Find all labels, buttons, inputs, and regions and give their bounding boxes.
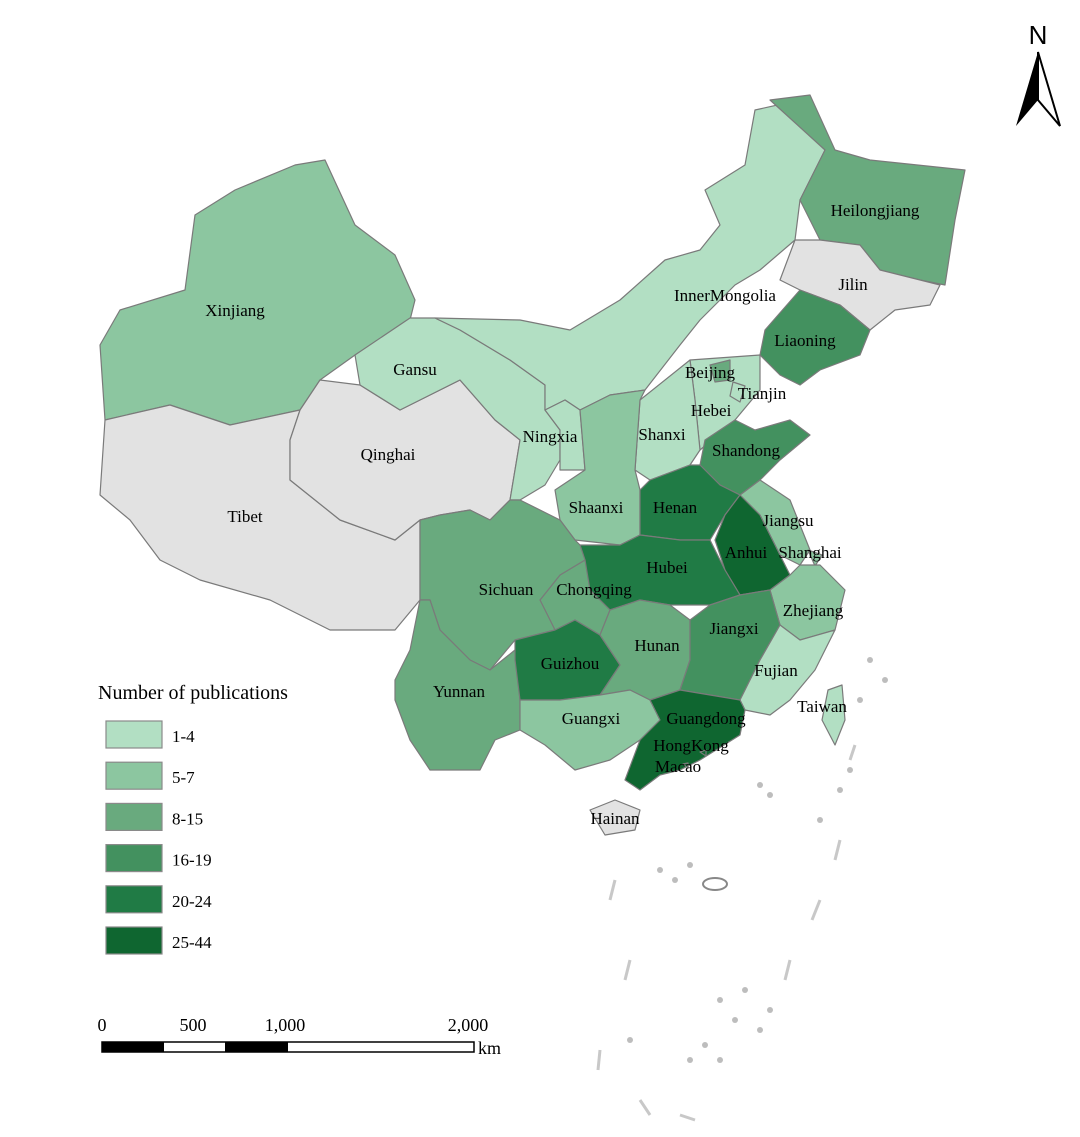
legend-swatch — [105, 802, 163, 832]
legend-label: 25-44 — [172, 933, 212, 952]
region-label-heilongjiang: Heilongjiang — [831, 201, 920, 220]
scale-bar: 0 500 1,000 2,000 km — [98, 1015, 502, 1058]
legend-swatch — [105, 926, 163, 955]
region-label-shaanxi: Shaanxi — [569, 498, 624, 517]
region-label-taiwan: Taiwan — [797, 697, 847, 716]
scale-tick-label: 1,000 — [265, 1015, 306, 1035]
region-label-shanghai: Shanghai — [778, 543, 842, 562]
region-label-macao: Macao — [655, 757, 701, 776]
legend-title: Number of publications — [98, 682, 288, 704]
legend-swatch — [105, 843, 163, 873]
legend-label: 16-19 — [172, 851, 212, 870]
region-label-ningxia: Ningxia — [523, 427, 578, 446]
region-label-beijing: Beijing — [685, 363, 736, 382]
region-label-guangxi: Guangxi — [562, 709, 621, 728]
region-label-xinjiang: Xinjiang — [205, 301, 265, 320]
region-label-shanxi: Shanxi — [638, 425, 686, 444]
legend-swatch — [105, 720, 163, 749]
region-label-guizhou: Guizhou — [541, 654, 600, 673]
region-hongkong — [699, 749, 707, 757]
legend: Number of publications 1-4 5-7 8-15 16-19 20-… — [98, 682, 288, 955]
region-label-qinghai: Qinghai — [361, 445, 416, 464]
region-label-henan: Henan — [653, 498, 698, 517]
region-shanxi — [634, 359, 701, 481]
scale-tick-label: 0 — [98, 1015, 107, 1035]
svg-text:N: N — [1029, 20, 1048, 50]
region-label-zhejiang: Zhejiang — [783, 601, 844, 620]
scale-tick-label: 2,000 — [448, 1015, 489, 1035]
region-taiwan — [821, 684, 846, 746]
scale-tick-label: 500 — [180, 1015, 207, 1035]
region-yunnan — [394, 599, 521, 771]
scale-unit: km — [478, 1038, 501, 1058]
region-liaoning — [759, 289, 871, 386]
region-label-hubei: Hubei — [646, 558, 688, 577]
legend-swatch — [105, 761, 163, 790]
region-beijing — [709, 359, 731, 383]
north-arrow-icon: N — [1016, 20, 1061, 127]
region-label-guangdong: Guangdong — [666, 709, 746, 728]
region-label-innermongolia: InnerMongolia — [674, 286, 776, 305]
region-tianjin — [729, 381, 746, 403]
legend-label: 20-24 — [172, 892, 212, 911]
region-label-tianjin: Tianjin — [738, 384, 787, 403]
region-label-yunnan: Yunnan — [433, 682, 485, 701]
region-label-hongkong: HongKong — [653, 736, 729, 755]
region-label-hainan: Hainan — [590, 809, 640, 828]
region-label-fujian: Fujian — [754, 661, 798, 680]
region-label-hebei: Hebei — [691, 401, 732, 420]
region-jilin — [779, 239, 941, 331]
region-label-anhui: Anhui — [725, 543, 768, 562]
south-china-sea-islands — [596, 657, 888, 1122]
region-shanghai — [807, 549, 823, 567]
legend-label: 1-4 — [172, 727, 195, 746]
region-guangdong — [624, 689, 746, 791]
region-label-shandong: Shandong — [712, 441, 781, 460]
region-label-liaoning: Liaoning — [774, 331, 836, 350]
region-label-hunan: Hunan — [634, 636, 680, 655]
region-label-gansu: Gansu — [393, 360, 437, 379]
region-label-jiangsu: Jiangsu — [763, 511, 815, 530]
legend-label: 5-7 — [172, 768, 195, 787]
region-label-jilin: Jilin — [838, 275, 868, 294]
region-label-chongqing: Chongqing — [556, 580, 632, 599]
region-heilongjiang — [769, 94, 966, 286]
region-label-tibet: Tibet — [227, 507, 263, 526]
region-hainan — [589, 799, 641, 836]
region-label-jiangxi: Jiangxi — [709, 619, 758, 638]
region-label-sichuan: Sichuan — [479, 580, 534, 599]
region-macao — [682, 762, 689, 769]
legend-label: 8-15 — [172, 809, 203, 828]
legend-swatch — [105, 885, 163, 914]
